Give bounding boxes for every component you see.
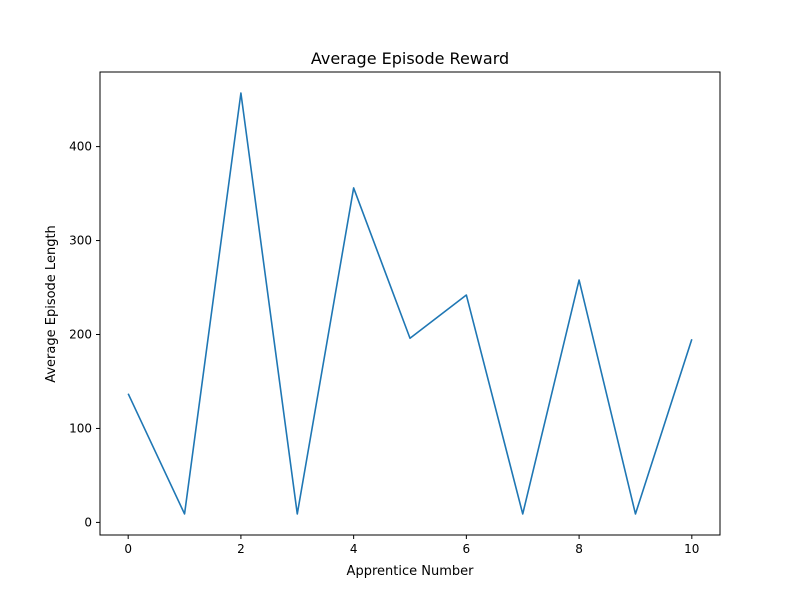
x-tick-label: 10 — [684, 542, 699, 556]
x-tick-label: 6 — [463, 542, 471, 556]
chart-title: Average Episode Reward — [311, 49, 509, 68]
x-axis-label: Apprentice Number — [347, 564, 475, 579]
plot-frame — [99, 71, 721, 536]
y-tick-label: 100 — [69, 421, 92, 435]
y-tick-label: 0 — [84, 515, 92, 529]
x-tick-label: 8 — [575, 542, 583, 556]
x-tick-label: 2 — [237, 542, 245, 556]
x-axis: 0 2 4 6 8 10 — [124, 535, 699, 556]
y-axis-label: Average Episode Length — [44, 225, 59, 383]
y-tick-label: 400 — [69, 140, 92, 154]
y-tick-label: 300 — [69, 234, 92, 248]
y-axis: 0 100 200 300 400 — [69, 140, 100, 529]
plot-area — [127, 92, 693, 515]
y-tick-label: 200 — [69, 328, 92, 342]
x-tick-label: 0 — [124, 542, 132, 556]
series-line-0 — [127, 92, 693, 515]
x-tick-label: 4 — [350, 542, 358, 556]
